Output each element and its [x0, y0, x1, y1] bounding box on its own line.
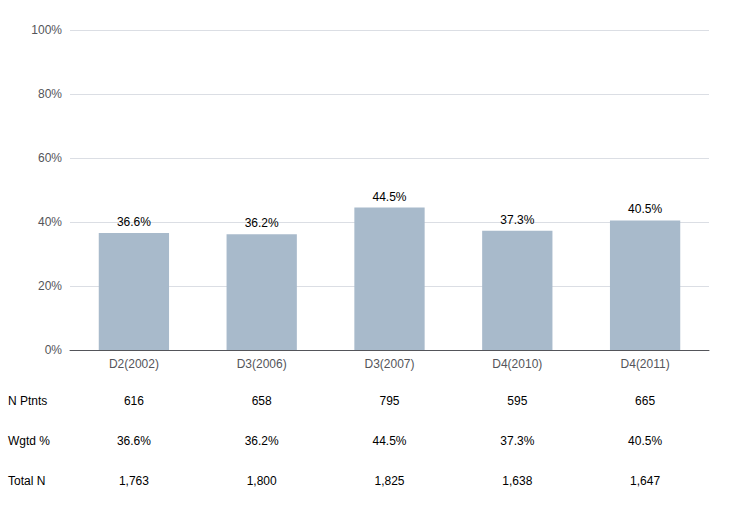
svg-text:40.5%: 40.5%	[628, 434, 662, 448]
svg-text:795: 795	[379, 394, 399, 408]
svg-text:36.6%: 36.6%	[117, 215, 151, 229]
svg-text:0%: 0%	[45, 343, 63, 357]
svg-text:D2(2002): D2(2002)	[109, 357, 159, 371]
svg-text:665: 665	[635, 394, 655, 408]
svg-text:1,763: 1,763	[119, 474, 149, 488]
svg-text:N Ptnts: N Ptnts	[8, 394, 47, 408]
svg-text:1,638: 1,638	[502, 474, 532, 488]
svg-text:D3(2006): D3(2006)	[237, 357, 287, 371]
svg-text:1,800: 1,800	[247, 474, 277, 488]
svg-text:D3(2007): D3(2007)	[364, 357, 414, 371]
svg-text:595: 595	[507, 394, 527, 408]
svg-text:Total N: Total N	[8, 474, 45, 488]
svg-text:D4(2010): D4(2010)	[492, 357, 542, 371]
svg-text:44.5%: 44.5%	[372, 190, 406, 204]
svg-text:36.6%: 36.6%	[117, 434, 151, 448]
svg-text:37.3%: 37.3%	[500, 213, 534, 227]
svg-text:80%: 80%	[38, 87, 62, 101]
svg-text:20%: 20%	[38, 279, 62, 293]
svg-text:37.3%: 37.3%	[500, 434, 534, 448]
svg-text:616: 616	[124, 394, 144, 408]
svg-text:44.5%: 44.5%	[372, 434, 406, 448]
svg-text:658: 658	[252, 394, 272, 408]
svg-text:1,647: 1,647	[630, 474, 660, 488]
svg-text:1,825: 1,825	[374, 474, 404, 488]
svg-text:36.2%: 36.2%	[245, 434, 279, 448]
svg-text:Wgtd %: Wgtd %	[8, 434, 50, 448]
svg-text:60%: 60%	[38, 151, 62, 165]
svg-text:40.5%: 40.5%	[628, 202, 662, 216]
svg-text:40%: 40%	[38, 215, 62, 229]
svg-text:100%: 100%	[31, 23, 62, 37]
svg-text:D4(2011): D4(2011)	[621, 357, 670, 371]
svg-text:36.2%: 36.2%	[245, 216, 279, 230]
